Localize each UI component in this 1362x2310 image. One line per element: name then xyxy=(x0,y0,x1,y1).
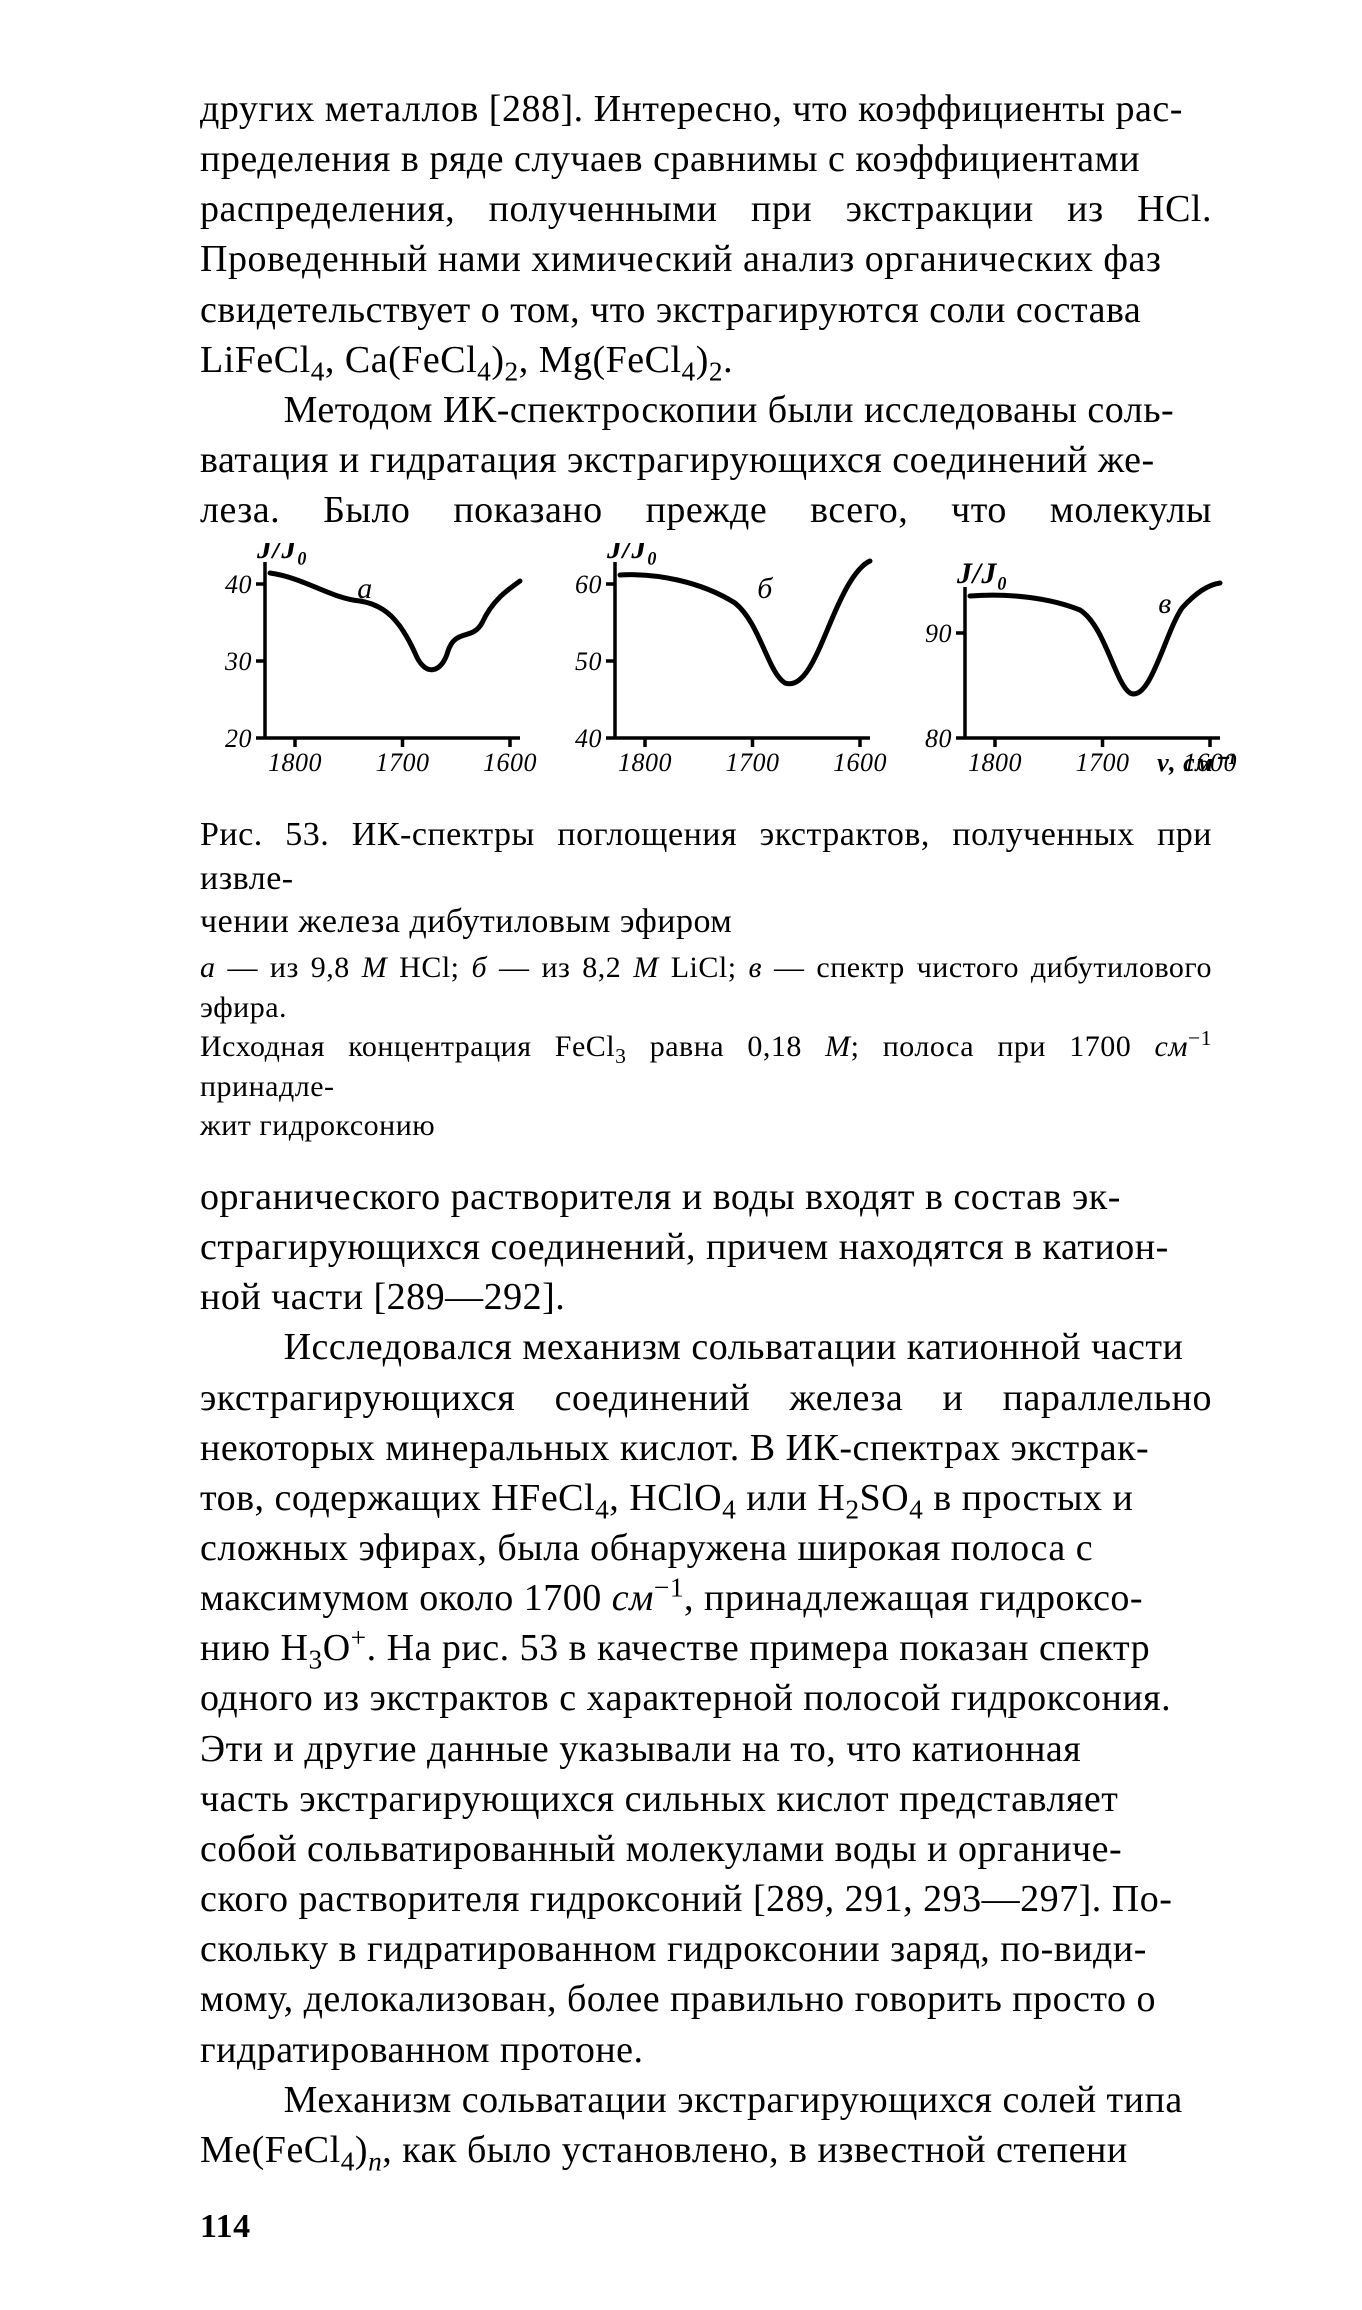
figure-53: J/J₀а403020180017001600J/J₀б605040180017… xyxy=(200,543,1212,803)
line: некоторых минеральных кислот. В ИК-спект… xyxy=(200,1427,1149,1469)
line: леза. Было показано прежде всего, что мо… xyxy=(200,485,1212,535)
line: LiFeCl4, Ca(FeCl4)2, Mg(FeCl4)2. xyxy=(200,339,733,381)
line: других металлов [288]. Интересно, что ко… xyxy=(200,88,1183,130)
svg-text:40: 40 xyxy=(575,724,602,753)
line: собой сольватированный молекулами воды и… xyxy=(200,1828,1122,1870)
line: ского растворителя гидроксоний [289, 291… xyxy=(200,1878,1172,1920)
line: пределения в ряде случаев сравнимы с коэ… xyxy=(200,138,1140,180)
svg-text:80: 80 xyxy=(925,724,952,753)
svg-text:1800: 1800 xyxy=(968,748,1022,777)
svg-text:1800: 1800 xyxy=(268,748,322,777)
figure-subcaption: а — из 9,8 М HCl; б — из 8,2 М LiCl; в —… xyxy=(200,948,1212,1146)
line: одного из экстрактов с характерной полос… xyxy=(200,1677,1171,1719)
body-text: Me(FeCl4)n, как было установлено, в изве… xyxy=(200,2125,1212,2175)
line: максимумом около 1700 см−1, принадлежаща… xyxy=(200,1577,1143,1619)
svg-text:40: 40 xyxy=(225,570,252,599)
body-text: Методом ИК-спектроскопии были исследован… xyxy=(200,385,1212,435)
svg-text:1600: 1600 xyxy=(483,748,537,777)
svg-text:ν, см⁻¹: ν, см⁻¹ xyxy=(1157,748,1236,777)
line: гидратированном протоне. xyxy=(200,2029,644,2071)
svg-text:30: 30 xyxy=(224,647,252,676)
line: экстрагирующихся соединений железа и пар… xyxy=(200,1373,1212,1423)
line: тов, содержащих HFeCl4, HClO4 или H2SO4 … xyxy=(200,1477,1133,1519)
line: сложных эфирах, была обнаружена широкая … xyxy=(200,1527,1093,1569)
page-number: 114 xyxy=(200,2205,1212,2250)
line: свидетельствует о том, что экстрагируютс… xyxy=(200,289,1141,331)
line: Исходная концентрация FeCl3 равна 0,18 М… xyxy=(200,1030,1212,1103)
svg-text:50: 50 xyxy=(575,647,602,676)
svg-text:1800: 1800 xyxy=(618,748,672,777)
line: Рис. 53. ИК-спектры поглощения экстракто… xyxy=(200,816,1212,897)
body-text: органического растворителя и воды входят… xyxy=(200,1172,1212,1322)
line: ной части [289—292]. xyxy=(200,1276,565,1318)
line: а — из 9,8 М HCl; б — из 8,2 М LiCl; в —… xyxy=(200,951,1212,1024)
svg-text:в: в xyxy=(1158,587,1172,620)
ir-spectra-plot: J/J₀а403020180017001600J/J₀б605040180017… xyxy=(200,543,1240,803)
svg-text:J/J₀: J/J₀ xyxy=(606,543,658,565)
line: скольку в гидратированном гидроксонии за… xyxy=(200,1928,1147,1970)
svg-text:1700: 1700 xyxy=(376,748,430,777)
line: Эти и другие данные указывали на то, что… xyxy=(200,1728,1081,1770)
body-text: ватация и гидратация экстрагирующихся со… xyxy=(200,435,1212,535)
body-text: Исследовался механизм сольватации катион… xyxy=(200,1322,1212,1372)
svg-text:б: б xyxy=(757,572,773,605)
line: распределения, полученными при экстракци… xyxy=(200,184,1212,234)
line: жит гидроксонию xyxy=(200,1109,435,1142)
line: Методом ИК-спектроскопии были исследован… xyxy=(284,389,1175,431)
line: мому, делокализован, более правильно гов… xyxy=(200,1978,1156,2020)
line: органического растворителя и воды входят… xyxy=(200,1176,1121,1218)
svg-text:90: 90 xyxy=(925,619,952,648)
line: Me(FeCl4)n, как было установлено, в изве… xyxy=(200,2129,1128,2171)
line: часть экстрагирующихся сильных кислот пр… xyxy=(200,1778,1118,1820)
body-text: экстрагирующихся соединений железа и пар… xyxy=(200,1373,1212,2075)
figure-caption: Рис. 53. ИК-спектры поглощения экстракто… xyxy=(200,813,1212,944)
line: Проведенный нами химический анализ орган… xyxy=(200,238,1161,280)
body-text: Механизм сольватации экстрагирующихся со… xyxy=(200,2075,1212,2125)
svg-text:1700: 1700 xyxy=(1076,748,1130,777)
line: нию H3O+. На рис. 53 в качестве примера … xyxy=(200,1627,1150,1669)
svg-text:1600: 1600 xyxy=(833,748,887,777)
line: ватация и гидратация экстрагирующихся со… xyxy=(200,439,1155,481)
svg-text:J/J₀: J/J₀ xyxy=(956,557,1008,590)
svg-text:20: 20 xyxy=(225,724,252,753)
svg-text:J/J₀: J/J₀ xyxy=(256,543,308,565)
line: страгирующихся соединений, причем находя… xyxy=(200,1226,1169,1268)
line: Механизм сольватации экстрагирующихся со… xyxy=(284,2079,1183,2121)
body-text: других металлов [288]. Интересно, что ко… xyxy=(200,84,1212,385)
line: чении железа дибутиловым эфиром xyxy=(200,903,732,940)
line: Исследовался механизм сольватации катион… xyxy=(284,1326,1184,1368)
svg-text:60: 60 xyxy=(575,570,602,599)
svg-text:1700: 1700 xyxy=(726,748,780,777)
